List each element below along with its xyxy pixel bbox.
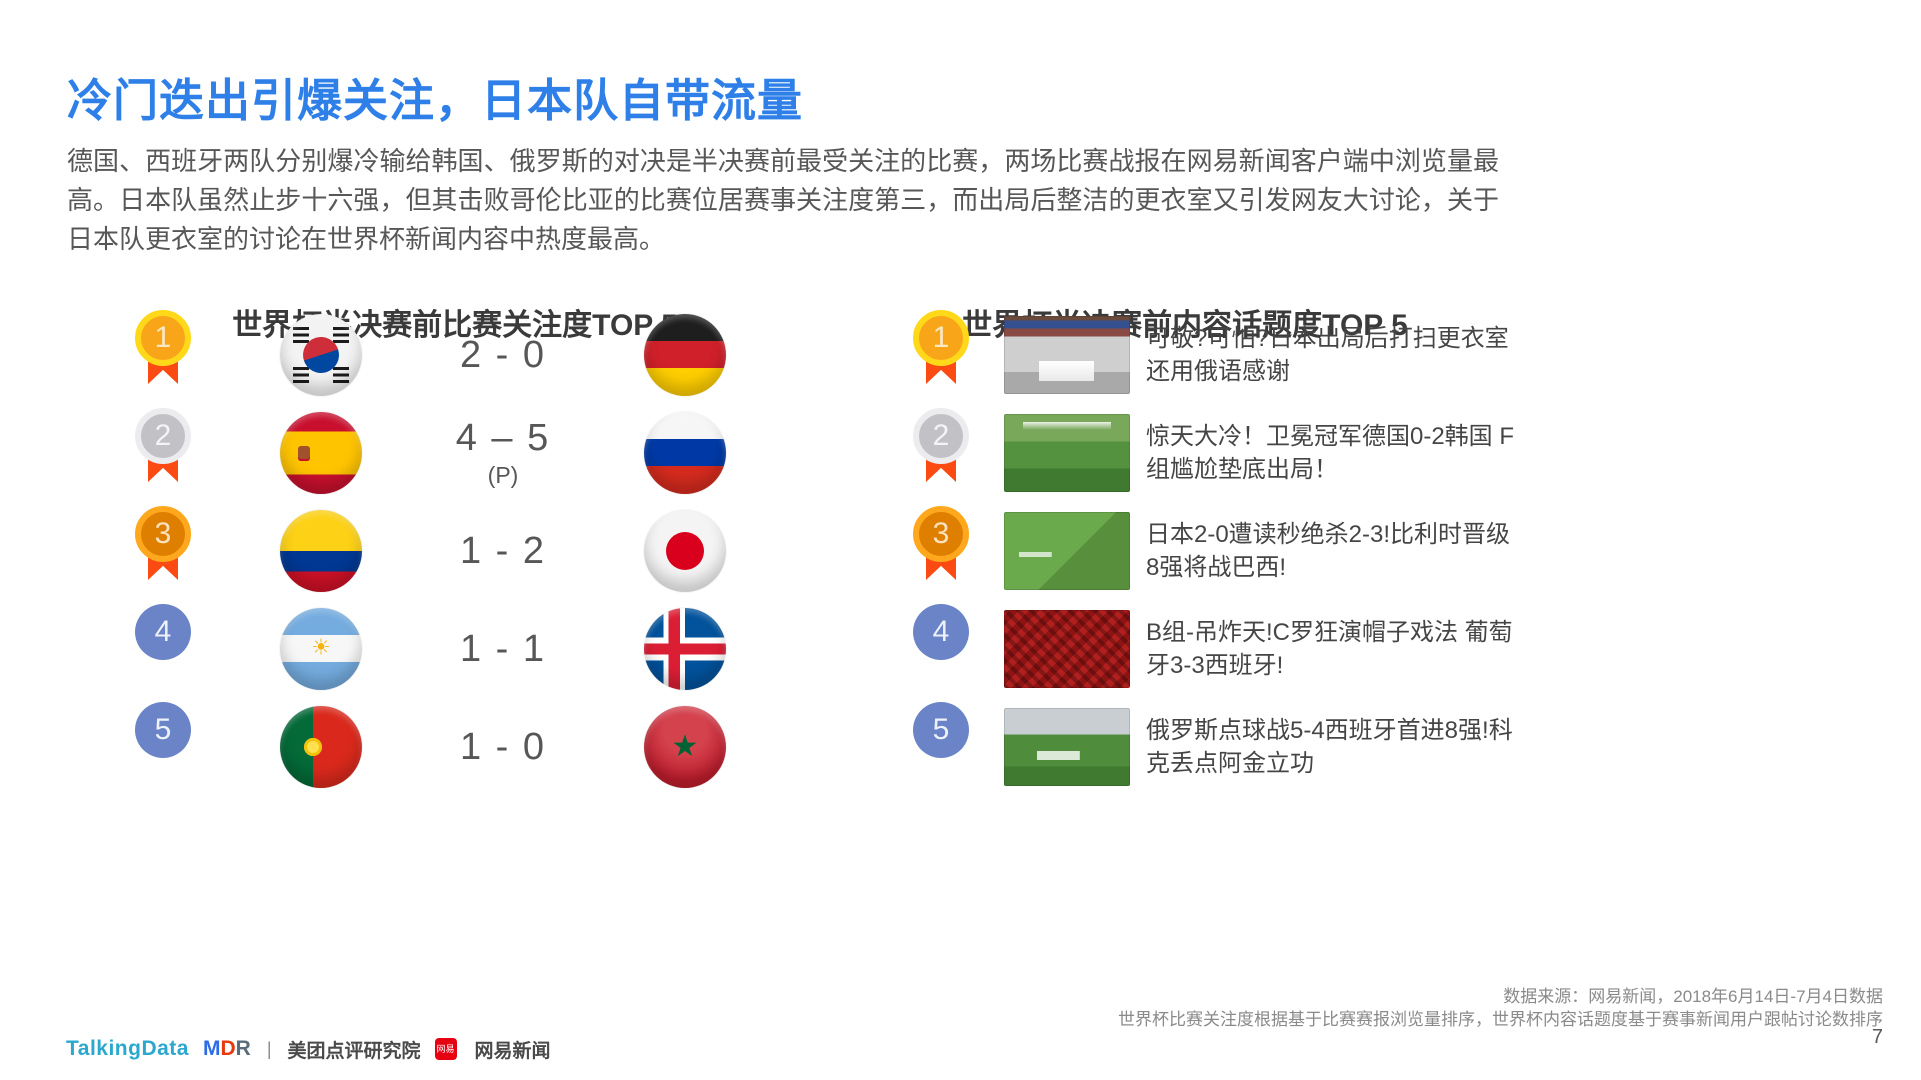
rank-cell: 5 xyxy=(878,702,1004,792)
rank-3-medal-icon: 3 xyxy=(912,506,970,596)
meituan-dianping-institute-logo: 美团点评研究院 xyxy=(287,1040,421,1062)
rank-1-medal-icon: 1 xyxy=(134,310,192,400)
talkingdata-logo: TalkingData xyxy=(66,1037,189,1060)
score-cell: 1 - 0 xyxy=(416,726,590,769)
rank-cell: 2 xyxy=(100,408,226,498)
data-source-line2: 世界杯比赛关注度根据基于比赛赛报浏览量排序，世界杯内容话题度基于赛事新闻用户跟帖… xyxy=(1118,1010,1883,1029)
rank-cell: 2 xyxy=(878,408,1004,498)
russia-celebration-thumbnail xyxy=(1004,708,1130,786)
iceland-flag-icon xyxy=(644,608,726,690)
flag-cell xyxy=(590,706,780,788)
score-cell: 2 - 0 xyxy=(416,334,590,377)
news-item-row: 2 惊天大冷！卫冕冠军德国0-2韩国 F组尴尬垫底出局！ xyxy=(878,404,1518,502)
japan-flag-icon xyxy=(644,510,726,592)
news-item-row: 1 可敬?可怕?日本出局后打扫更衣室 还用俄语感谢 xyxy=(878,306,1518,404)
germany-korea-match-thumbnail xyxy=(1004,414,1130,492)
logo-divider: | xyxy=(266,1038,272,1059)
rank-badge: 4 xyxy=(913,604,969,660)
flag-cell xyxy=(590,412,780,494)
match-row: 1 2 - 0 xyxy=(100,306,780,404)
russia-flag-icon xyxy=(644,412,726,494)
mdr-logo-m: M xyxy=(202,1037,221,1060)
argentina-flag-icon xyxy=(280,608,362,690)
news-item-row: 3 日本2-0遭读秒绝杀2-3!比利时晋级8强将战巴西! xyxy=(878,502,1518,600)
mdr-logo-r: R xyxy=(235,1037,251,1060)
rank-cell: 5 xyxy=(100,702,226,792)
flag-cell xyxy=(590,608,780,690)
japan-locker-room-thumbnail xyxy=(1004,316,1130,394)
news-headline: B组-吊炸天!C罗狂演帽子戏法 葡萄牙3-3西班牙! xyxy=(1146,619,1513,679)
news-headline: 日本2-0遭读秒绝杀2-3!比利时晋级8强将战巴西! xyxy=(1146,521,1511,581)
score-cell: 1 - 2 xyxy=(416,530,590,573)
rank-badge: 4 xyxy=(135,604,191,660)
rank-cell: 4 xyxy=(100,604,226,694)
rank-badge: 5 xyxy=(135,702,191,758)
rank-badge: 5 xyxy=(913,702,969,758)
flag-cell xyxy=(590,510,780,592)
flag-cell xyxy=(226,412,416,494)
germany-flag-icon xyxy=(644,314,726,396)
data-source-note: 数据来源：网易新闻，2018年6月14日-7月4日数据 世界杯比赛关注度根据基于… xyxy=(783,985,1883,1031)
morocco-flag-icon xyxy=(644,706,726,788)
rank-cell: 4 xyxy=(878,604,1004,694)
match-row: 2 4 – 5 (P) xyxy=(100,404,780,502)
rank-4-medal-icon: 4 xyxy=(912,604,970,694)
rank-badge: 3 xyxy=(913,506,969,562)
flag-cell xyxy=(226,314,416,396)
flag-cell xyxy=(226,510,416,592)
score-cell: 1 - 1 xyxy=(416,628,590,671)
intro-paragraph: 德国、西班牙两队分别爆冷输给韩国、俄罗斯的对决是半决赛前最受关注的比赛，两场比赛… xyxy=(67,146,1499,254)
match-score: 2 - 0 xyxy=(459,333,547,376)
rank-badge: 1 xyxy=(135,310,191,366)
flag-cell xyxy=(226,706,416,788)
portugal-flag-icon xyxy=(280,706,362,788)
match-score: 1 - 1 xyxy=(459,627,547,670)
rank-cell: 1 xyxy=(100,310,226,400)
portugal-fans-thumbnail xyxy=(1004,610,1130,688)
flag-cell xyxy=(226,608,416,690)
rank-badge: 3 xyxy=(135,506,191,562)
rank-5-medal-icon: 5 xyxy=(134,702,192,792)
news-headline: 可敬?可怕?日本出局后打扫更衣室 还用俄语感谢 xyxy=(1146,325,1509,385)
rank-2-medal-icon: 2 xyxy=(134,408,192,498)
match-attention-ranking: 1 2 - 0 2 4 – 5 (P) 3 1 - 2 4 1 - 1 5 1 - 0 xyxy=(100,306,780,796)
logo-bar: TalkingData MDR | 美团点评研究院 网易 网易新闻 xyxy=(66,1036,551,1062)
rank-badge: 1 xyxy=(913,310,969,366)
news-headline: 惊天大冷！卫冕冠军德国0-2韩国 F组尴尬垫底出局！ xyxy=(1146,423,1515,483)
flag-cell xyxy=(590,314,780,396)
match-score: 1 - 2 xyxy=(459,529,547,572)
page-number: 7 xyxy=(1871,1026,1883,1048)
news-headline: 俄罗斯点球战5-4西班牙首进8强!科克丢点阿金立功 xyxy=(1146,717,1513,777)
match-row: 4 1 - 1 xyxy=(100,600,780,698)
penalty-note: (P) xyxy=(487,462,519,488)
mdr-logo: MDR xyxy=(203,1037,251,1061)
rank-cell: 3 xyxy=(100,506,226,596)
netease-logo-icon: 网易 xyxy=(434,1038,457,1060)
news-item-row: 5 俄罗斯点球战5-4西班牙首进8强!科克丢点阿金立功 xyxy=(878,698,1518,796)
rank-cell: 1 xyxy=(878,310,1004,400)
page-title: 冷门迭出引爆关注，日本队自带流量 xyxy=(67,75,804,126)
match-row: 5 1 - 0 xyxy=(100,698,780,796)
rank-1-medal-icon: 1 xyxy=(912,310,970,400)
match-row: 3 1 - 2 xyxy=(100,502,780,600)
match-score: 1 - 0 xyxy=(459,725,547,768)
data-source-line1: 数据来源：网易新闻，2018年6月14日-7月4日数据 xyxy=(1503,987,1883,1006)
rank-3-medal-icon: 3 xyxy=(134,506,192,596)
japan-belgium-match-thumbnail xyxy=(1004,512,1130,590)
rank-5-medal-icon: 5 xyxy=(912,702,970,792)
rank-badge: 2 xyxy=(913,408,969,464)
match-score: 4 – 5 xyxy=(455,417,551,459)
news-item-row: 4 B组-吊炸天!C罗狂演帽子戏法 葡萄牙3-3西班牙! xyxy=(878,600,1518,698)
rank-4-medal-icon: 4 xyxy=(134,604,192,694)
rank-cell: 3 xyxy=(878,506,1004,596)
spain-flag-icon xyxy=(280,412,362,494)
score-cell: 4 – 5 (P) xyxy=(416,417,590,489)
rank-badge: 2 xyxy=(135,408,191,464)
netease-news-logo: 网易新闻 xyxy=(474,1040,551,1062)
mdr-logo-d: D xyxy=(220,1037,236,1060)
rank-2-medal-icon: 2 xyxy=(912,408,970,498)
south-korea-flag-icon xyxy=(280,314,362,396)
content-topic-ranking: 1 可敬?可怕?日本出局后打扫更衣室 还用俄语感谢 2 惊天大冷！卫冕冠军德国0-2韩… xyxy=(878,306,1518,796)
colombia-flag-icon xyxy=(280,510,362,592)
